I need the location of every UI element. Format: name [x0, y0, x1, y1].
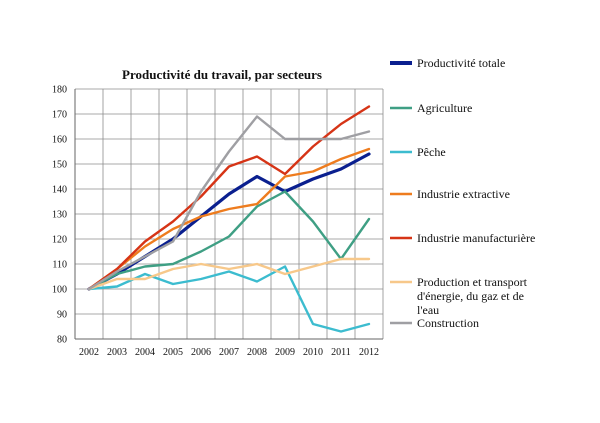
x-tick-label: 2004: [135, 347, 155, 358]
y-tick-label: 80: [57, 335, 67, 346]
x-tick-label: 2009: [275, 347, 295, 358]
legend-label: d'énergie, du gaz et de: [417, 289, 524, 303]
series-line: [87, 115, 371, 291]
x-tick-label: 2003: [107, 347, 127, 358]
y-tick-label: 110: [52, 260, 67, 271]
x-tick-label: 2011: [331, 347, 351, 358]
series-line: [87, 147, 371, 291]
x-tick-label: 2008: [247, 347, 267, 358]
legend-label: Agriculture: [417, 101, 472, 115]
y-tick-label: 130: [52, 210, 67, 221]
series-line: [87, 257, 371, 291]
series-line: [87, 190, 371, 291]
y-tick-label: 160: [52, 135, 67, 146]
y-tick-label: 180: [52, 85, 67, 96]
axes: [74, 89, 383, 340]
y-tick-label: 150: [52, 160, 67, 171]
chart-title: Productivité du travail, par secteurs: [122, 67, 322, 82]
tick-labels: 80 90 100 110 120 130 140 150 160 170 180 2002 2003 2…: [52, 85, 379, 359]
y-tick-label: 100: [52, 285, 67, 296]
legend-label: Industrie extractive: [417, 187, 510, 201]
legend-label: Production et transport: [417, 275, 528, 289]
y-tick-label: 90: [57, 310, 67, 321]
x-tick-label: 2012: [359, 347, 379, 358]
y-tick-label: 170: [52, 110, 67, 121]
legend-label: l'eau: [417, 303, 439, 317]
legend-label: Construction: [417, 316, 479, 330]
x-tick-label: 2010: [303, 347, 323, 358]
x-tick-label: 2007: [219, 347, 239, 358]
x-tick-label: 2006: [191, 347, 211, 358]
x-tick-label: 2002: [79, 347, 99, 358]
series-lines: [87, 105, 371, 333]
legend-label: Productivité totale: [417, 56, 505, 70]
y-tick-label: 140: [52, 185, 67, 196]
legend-label: Industrie manufacturière: [417, 231, 535, 245]
legend: Productivité totale Agriculture Pêche Indus…: [390, 56, 535, 330]
x-tick-label: 2005: [163, 347, 183, 358]
y-tick-label: 120: [52, 235, 67, 246]
legend-label: Pêche: [417, 145, 446, 159]
